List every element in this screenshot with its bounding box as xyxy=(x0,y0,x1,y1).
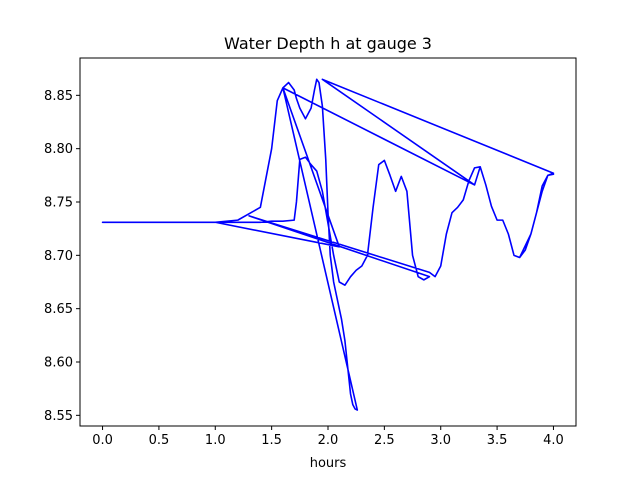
x-tick-label: 1.0 xyxy=(205,433,226,448)
y-tick-label: 8.55 xyxy=(44,409,73,424)
x-tick-label: 0.0 xyxy=(92,433,113,448)
y-tick-label: 8.80 xyxy=(44,142,73,157)
series-layer xyxy=(101,78,555,411)
y-tick-label: 8.75 xyxy=(44,196,73,211)
x-tick-label: 0.5 xyxy=(149,433,170,448)
y-tick-label: 8.85 xyxy=(44,89,73,104)
x-tick-label: 2.0 xyxy=(318,433,339,448)
x-axis-ticks: 0.0 0.5 1.0 1.5 2.0 2.5 3.0 3.5 4.0 xyxy=(92,426,564,448)
chart-title: Water Depth h at gauge 3 xyxy=(224,34,432,53)
x-tick-label: 3.0 xyxy=(430,433,451,448)
y-tick-label: 8.65 xyxy=(44,302,73,317)
x-tick-label: 4.0 xyxy=(543,433,564,448)
x-tick-label: 2.5 xyxy=(374,433,395,448)
x-tick-label: 1.5 xyxy=(261,433,282,448)
y-tick-label: 8.60 xyxy=(44,356,73,371)
x-tick-label: 3.5 xyxy=(487,433,508,448)
x-axis-label: hours xyxy=(310,456,347,471)
y-tick-label: 8.70 xyxy=(44,249,73,264)
series-line-0 xyxy=(101,78,555,411)
plot-frame xyxy=(79,57,577,427)
y-axis-ticks: 8.55 8.60 8.65 8.70 8.75 8.80 8.85 xyxy=(44,89,80,424)
